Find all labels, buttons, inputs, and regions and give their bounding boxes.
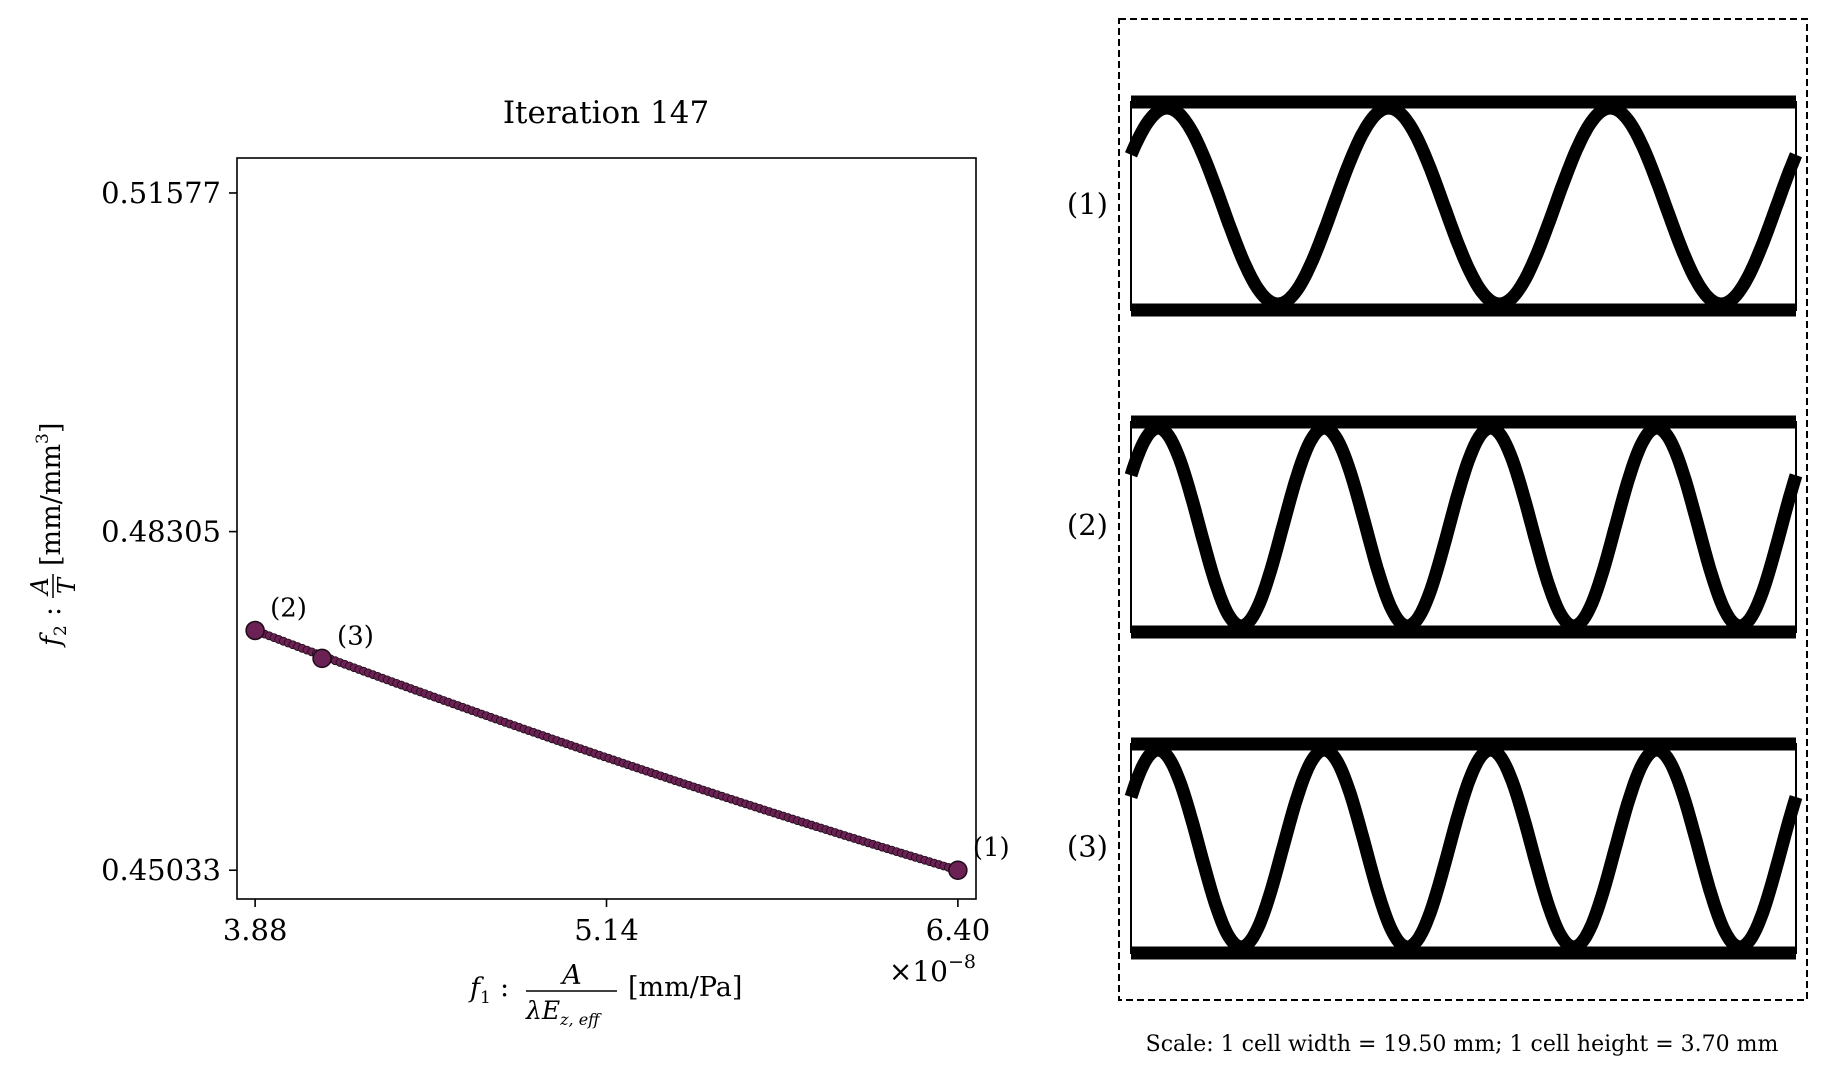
y-tick-label: 0.45033 [101, 853, 221, 887]
highlighted-point [312, 648, 332, 669]
x-axis-multiplier: ×10−8 [889, 951, 976, 988]
design-row: (3) [1067, 737, 1803, 960]
x-tick-label: 6.40 [926, 913, 991, 947]
design-row: (2) [1067, 415, 1803, 639]
ylabel-frac-num: A [26, 577, 54, 596]
y-tick-label: 0.48305 [101, 515, 221, 549]
x-multiplier-base: ×10 [889, 955, 948, 988]
x-axis-label: f1 : A λEz, eff [mm/Pa] [468, 960, 742, 1029]
xlabel-sub: 1 [480, 988, 491, 1008]
design-row: (1) [1067, 95, 1803, 317]
ylabel-unit-end: ] [36, 423, 67, 434]
ylabel-sub: 2 [51, 625, 71, 636]
y-axis: 0.51577 0.48305 0.45033 [101, 176, 237, 887]
design-label: (2) [1067, 508, 1108, 542]
sinusoidal-core [1125, 101, 1803, 311]
chart-title: Iteration 147 [503, 95, 709, 131]
xlabel-frac-num: A [559, 960, 582, 991]
xlabel-colon: : [500, 972, 509, 1003]
scale-caption: Scale: 1 cell width = 19.50 mm; 1 cell h… [1146, 1032, 1779, 1057]
x-axis: 3.88 5.14 6.40 [223, 899, 990, 947]
sinusoidal-core [1124, 421, 1803, 633]
point-label: (1) [973, 833, 1010, 863]
design-label: (3) [1067, 830, 1108, 864]
scatter-chart: Iteration 147 0.51577 0.48305 0.45033 3.88… [26, 95, 1010, 1029]
xlabel-frac-den-sub: z, eff [559, 1010, 602, 1029]
ylabel-colon: : [36, 607, 67, 616]
sinusoidal-core [1124, 743, 1803, 954]
point-label: (3) [337, 621, 374, 651]
x-tick-label: 5.14 [574, 913, 639, 947]
designs-panel: (1) (2) (3) Scale: 1 cell width = 19.50 mm… [1067, 18, 1808, 1057]
ylabel-unit: [mm/mm [36, 444, 67, 566]
x-tick-label: 3.88 [223, 913, 288, 947]
xlabel-unit: [mm/Pa] [628, 972, 742, 1003]
ylabel-frac-den: T [53, 576, 81, 594]
svg-text:λEz, eff: λEz, eff [525, 996, 602, 1029]
highlighted-points: (2) (3) (1) [245, 593, 1010, 880]
ylabel-unit-sup: 3 [33, 433, 53, 444]
svg-text:[mm/mm3]: [mm/mm3] [33, 423, 67, 566]
plot-area [236, 157, 977, 900]
svg-text:f1: f1 [468, 973, 491, 1008]
y-axis-label: f2 : A T [mm/mm3] [26, 423, 81, 648]
highlighted-point [948, 860, 968, 880]
designs-frame [1118, 18, 1808, 1001]
y-tick-label: 0.51577 [101, 176, 221, 210]
svg-text:f2: f2 [36, 625, 71, 648]
point-label: (2) [270, 593, 307, 623]
xlabel-frac-den: λE [525, 996, 560, 1025]
x-multiplier-exp: −8 [948, 951, 976, 973]
highlighted-point [245, 620, 265, 641]
design-label: (1) [1067, 187, 1108, 221]
